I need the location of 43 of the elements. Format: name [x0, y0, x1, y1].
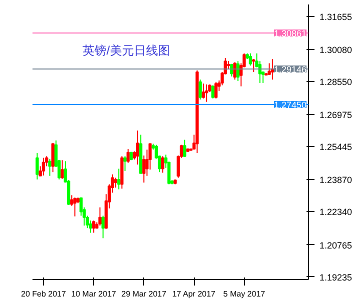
x-tick-label: 20 Feb 2017 — [21, 290, 66, 298]
x-tick-label: 29 Mar 2017 — [121, 290, 167, 298]
candlestick — [268, 62, 271, 76]
candlestick — [98, 206, 102, 226]
y-tick-label: 1.20765 — [320, 240, 352, 250]
candlestick — [123, 156, 127, 172]
candlestick — [117, 168, 120, 190]
candlestick — [252, 58, 256, 73]
candlestick — [248, 52, 252, 66]
ref-line-label: 1.29146 — [274, 64, 307, 74]
candlestick — [73, 196, 76, 217]
y-tick-label: 1.28550 — [320, 76, 352, 87]
candlestick — [198, 79, 202, 100]
candlestick — [92, 220, 96, 234]
candlestick — [51, 142, 54, 173]
candlestick — [60, 160, 64, 180]
ref-line-label: 1.30861 — [274, 28, 307, 39]
candlestick — [36, 152, 39, 180]
candlestick — [126, 148, 130, 164]
candlestick — [161, 156, 164, 174]
y-tick-label: 1.19235 — [320, 272, 352, 282]
y-tick-label: 1.23870 — [320, 175, 352, 186]
candlestick — [233, 62, 236, 80]
candlestick — [211, 84, 214, 99]
y-tick-label: 1.30080 — [320, 44, 352, 55]
candlestick — [183, 139, 186, 158]
y-tick-label: 1.31655 — [320, 12, 352, 22]
y-tick-label: 1.25445 — [320, 142, 352, 152]
candlestick — [204, 84, 208, 102]
x-tick-label: 17 Apr 2017 — [172, 290, 216, 298]
candlestick — [48, 158, 52, 176]
x-tick-label: 10 Mar 2017 — [71, 290, 117, 298]
y-tick-label: 1.22340 — [320, 207, 352, 218]
candlestick — [42, 157, 46, 176]
candlestick — [136, 130, 140, 166]
x-tick-label: 5 May 2017 — [223, 290, 266, 298]
candlestick — [101, 215, 105, 239]
ref-line-label: 1.27450 — [274, 100, 307, 110]
text: 英镑/美元日线图 — [82, 44, 170, 58]
candlestick — [114, 177, 118, 188]
candlestick — [214, 81, 218, 99]
candlestick — [202, 83, 206, 99]
y-tick-label: 1.26975 — [320, 110, 352, 120]
